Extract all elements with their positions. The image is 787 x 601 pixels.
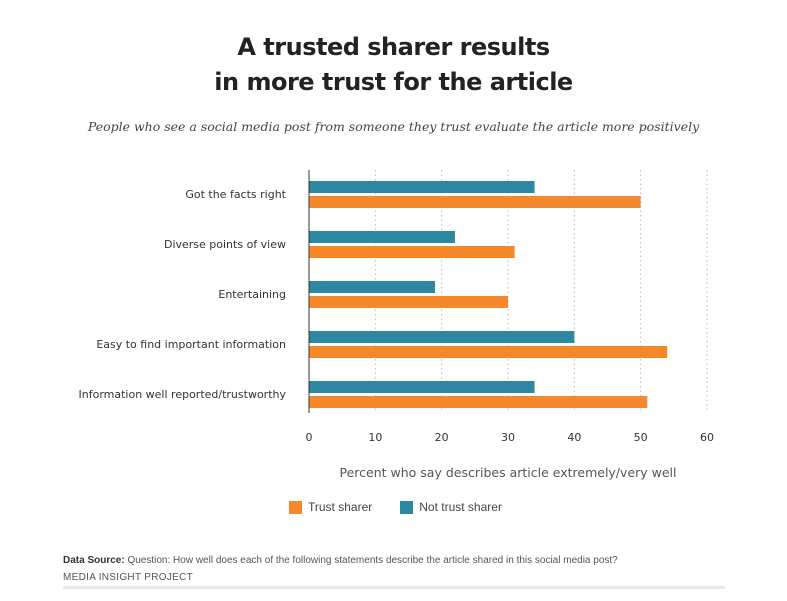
tick-label-20: 20 [435,431,449,444]
bar-trust-0 [309,196,641,208]
legend-swatch-not-trust [400,500,414,514]
tick-label-10: 10 [368,431,382,444]
category-label-3: Easy to find important information [96,338,286,351]
x-axis-label: Percent who say describes article extrem… [340,465,677,480]
legend-label-not-trust: Not trust sharer [419,500,502,514]
category-label-2: Entertaining [218,288,286,301]
bar-trust-2 [309,296,508,308]
source-label: Data Source: [63,555,125,566]
legend-item-not-trust: Not trust sharer [400,500,502,514]
legend: Trust sharer Not trust sharer [289,500,502,514]
bar-not-trust-1 [309,231,455,243]
footer-divider [63,586,725,589]
legend-swatch-trust [289,500,302,514]
title-line-2: in more trust for the article [214,68,573,96]
chart-title: A trusted sharer results in more trust f… [0,30,787,100]
tick-label-40: 40 [567,431,581,444]
bar-trust-4 [309,396,648,408]
legend-label-trust: Trust sharer [308,500,373,514]
data-source: Data Source: Question: How well does eac… [63,555,618,566]
legend-item-trust: Trust sharer [289,500,372,514]
chart-subtitle: People who see a social media post from … [87,119,700,134]
bar-trust-1 [309,246,515,258]
title-line-1: A trusted sharer results [237,33,550,61]
bar-chart: Got the facts right Diverse points of vie… [79,170,714,480]
tick-label-0: 0 [306,431,313,444]
tick-label-50: 50 [634,431,648,444]
category-label-4: Information well reported/trustworthy [79,388,287,401]
category-label-0: Got the facts right [185,188,286,201]
organization-credit: MEDIA INSIGHT PROJECT [63,572,194,583]
source-text: Question: How well does each of the foll… [124,555,618,566]
category-label-1: Diverse points of view [164,238,286,251]
bar-not-trust-3 [309,331,575,343]
bar-not-trust-4 [309,381,535,393]
bar-not-trust-0 [309,181,535,193]
bar-trust-3 [309,346,668,358]
bar-not-trust-2 [309,281,436,293]
tick-label-60: 60 [700,431,714,444]
tick-label-30: 30 [501,431,515,444]
